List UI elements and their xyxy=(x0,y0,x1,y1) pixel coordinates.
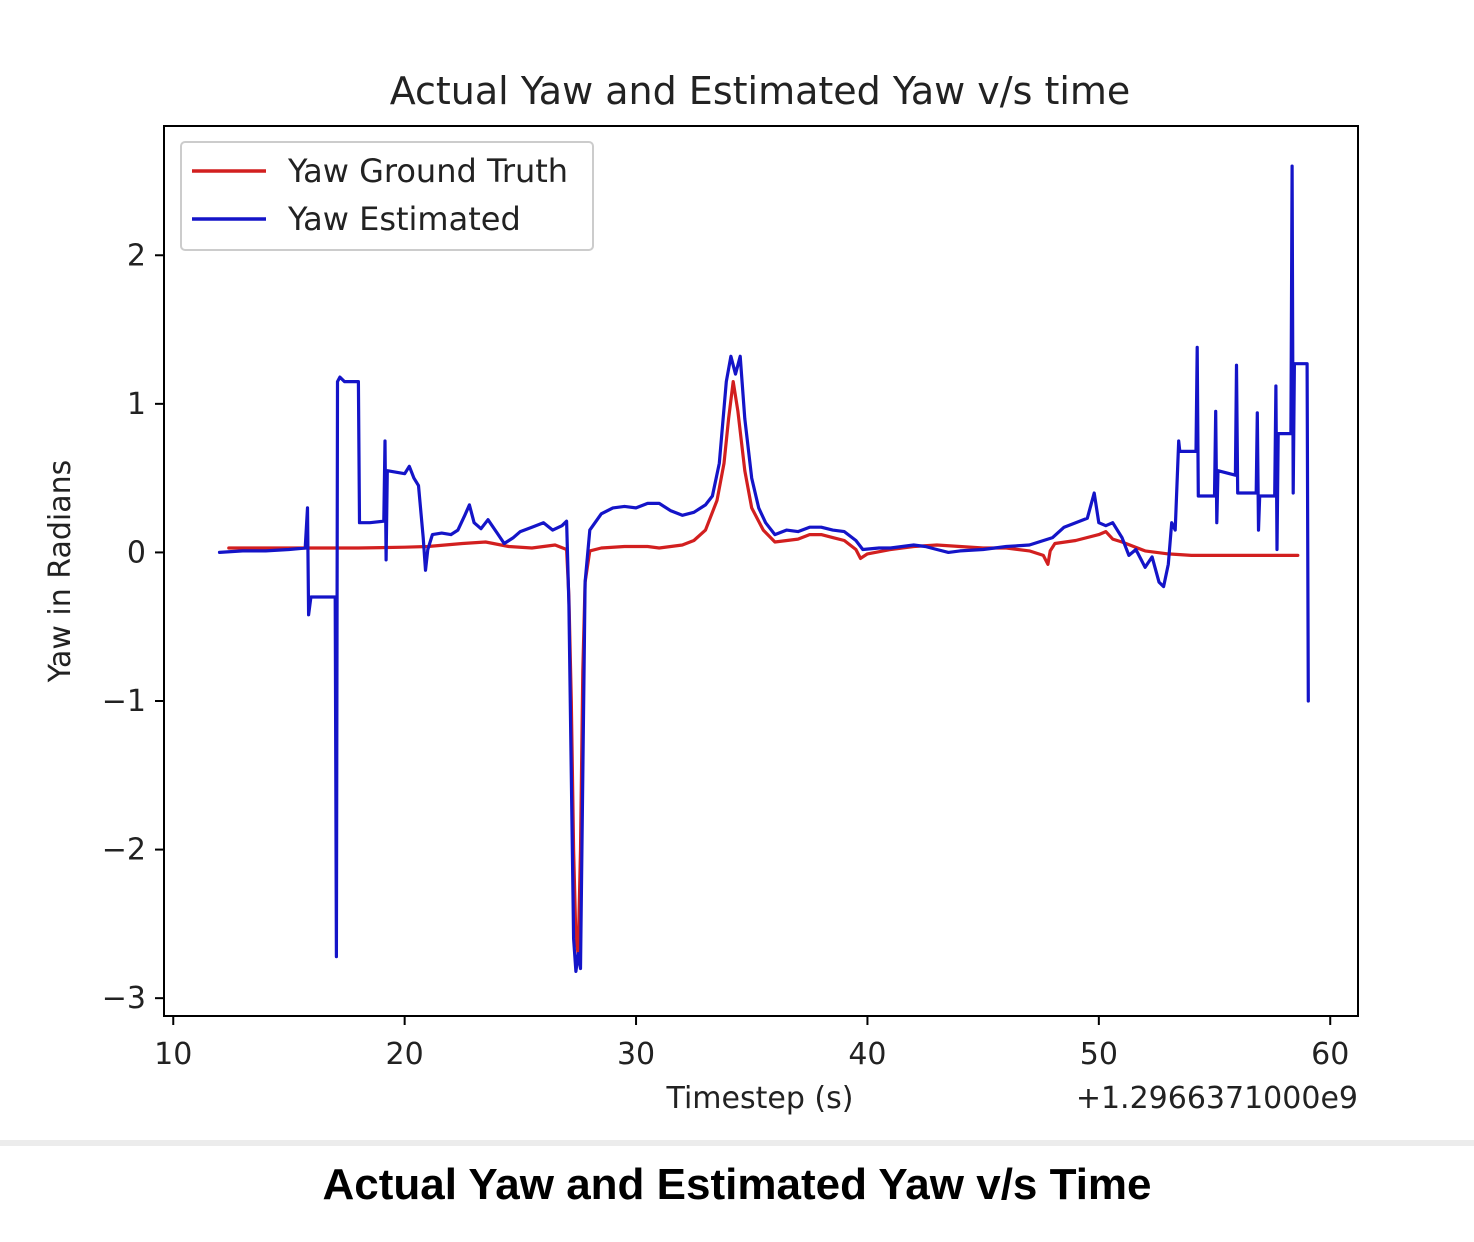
chart-figure: Actual Yaw and Estimated Yaw v/s time 10… xyxy=(43,69,1359,1116)
legend-label-estimated: Yaw Estimated xyxy=(287,200,521,238)
chart-title: Actual Yaw and Estimated Yaw v/s time xyxy=(390,69,1131,113)
y-tick-label: −2 xyxy=(102,833,146,868)
series-line-0 xyxy=(227,380,1300,956)
legend-box xyxy=(180,141,594,251)
y-axis-label: Yaw in Radians xyxy=(43,460,78,684)
y-tick-label: −1 xyxy=(102,684,146,719)
y-tick-label: 0 xyxy=(127,535,146,570)
x-tick-label: 60 xyxy=(1311,1037,1349,1072)
y-axis: −3 −2 −1 0 1 2 xyxy=(102,238,164,1016)
x-axis: 10 20 30 40 50 60 xyxy=(154,1016,1349,1072)
x-tick-label: 40 xyxy=(848,1037,886,1072)
figure-caption: Actual Yaw and Estimated Yaw v/s Time xyxy=(322,1160,1152,1209)
legend: Yaw Ground Truth Yaw Estimated xyxy=(180,141,594,251)
x-tick-label: 30 xyxy=(617,1037,655,1072)
x-tick-label: 50 xyxy=(1080,1037,1118,1072)
x-axis-offset-label: +1.2966371000e9 xyxy=(1076,1081,1358,1116)
plot-area xyxy=(217,164,1310,973)
y-tick-label: 2 xyxy=(127,238,146,273)
line-chart: Actual Yaw and Estimated Yaw v/s time 10… xyxy=(43,69,1359,1116)
plot-frame xyxy=(163,125,1359,1017)
x-tick-label: 20 xyxy=(386,1037,424,1072)
x-tick-label: 10 xyxy=(154,1037,192,1072)
y-tick-label: −3 xyxy=(102,981,146,1016)
caption-divider xyxy=(0,1140,1474,1146)
legend-label-ground-truth: Yaw Ground Truth xyxy=(287,152,568,190)
y-tick-label: 1 xyxy=(127,387,146,422)
x-axis-label: Timestep (s) xyxy=(666,1081,854,1116)
series-line-1 xyxy=(217,164,1310,973)
